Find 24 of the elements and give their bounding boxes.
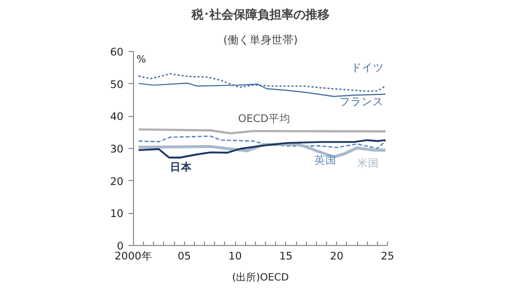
x-tick-label: 15: [279, 250, 293, 262]
y-tick-label: 0: [116, 240, 124, 252]
chart-subtitle: (働く単身世帯): [223, 34, 298, 46]
series-label: OECD平均: [238, 112, 290, 125]
x-tick-label: 2000年: [114, 250, 152, 262]
y-tick-label: 10: [110, 208, 124, 220]
series-label: ドイツ: [350, 62, 384, 74]
x-tick-label: 10: [228, 250, 242, 262]
series-label: 日本: [170, 160, 194, 174]
y-axis-title: %: [136, 54, 146, 66]
text: (出所)OECD: [232, 272, 290, 284]
chart-title: 税･社会保障負担率の推移: [190, 8, 330, 22]
x-tick-label: 05: [178, 250, 191, 262]
y-tick-label: 20: [110, 176, 124, 188]
series-label: 米国: [357, 156, 380, 170]
x-tick-label: 25: [380, 250, 394, 262]
y-tick-label: 30: [110, 144, 124, 156]
line-series: [138, 136, 386, 150]
series-label: 英国: [314, 153, 336, 166]
y-tick-label: 40: [110, 111, 124, 124]
y-tick-label: 60: [110, 46, 124, 58]
series-label: フランス: [340, 96, 384, 108]
y-tick-label: 50: [110, 78, 124, 91]
x-tick-label: 20: [330, 250, 344, 262]
